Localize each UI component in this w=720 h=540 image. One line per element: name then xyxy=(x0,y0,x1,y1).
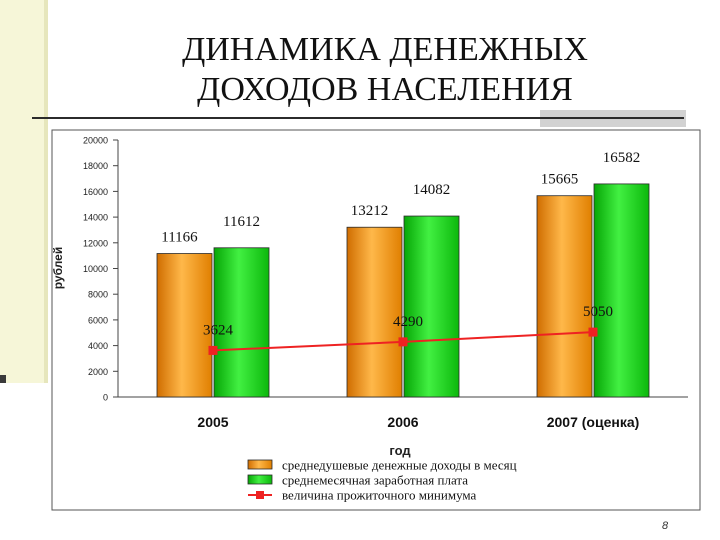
slide-title-line-1: ДИНАМИКА ДЕНЕЖНЫХ xyxy=(182,31,588,68)
bar-wage xyxy=(213,247,270,398)
bar-wage xyxy=(403,215,460,398)
x-tick-label: 2007 (оценка) xyxy=(547,414,640,430)
legend-label: среднедушевые денежные доходы в месяц xyxy=(282,458,517,473)
y-tick-label: 8000 xyxy=(88,290,108,300)
slide-title-line-2: ДОХОДОВ НАСЕЛЕНИЯ xyxy=(197,71,573,108)
data-label-subsistence: 5050 xyxy=(583,304,613,320)
y-tick-label: 2000 xyxy=(88,367,108,377)
marker-subsistence xyxy=(588,327,598,337)
legend-swatch-wage xyxy=(247,474,273,485)
y-tick-label: 6000 xyxy=(88,315,108,325)
y-tick-label: 14000 xyxy=(83,213,108,223)
marker-subsistence xyxy=(398,337,408,347)
data-label-wage: 16582 xyxy=(603,150,641,166)
bar-income xyxy=(346,226,403,398)
y-axis-title: рублей xyxy=(51,247,65,289)
data-label-subsistence: 4290 xyxy=(393,314,423,330)
data-label-income: 13212 xyxy=(351,203,389,219)
data-label-wage: 11612 xyxy=(223,214,260,230)
data-label-income: 11166 xyxy=(161,230,198,246)
data-label-wage: 14082 xyxy=(413,182,451,198)
bar-income xyxy=(536,195,593,398)
marker-subsistence xyxy=(208,345,218,355)
slide-left-band xyxy=(0,0,48,383)
y-tick-label: 16000 xyxy=(83,187,108,197)
title-rule xyxy=(32,117,684,119)
y-tick-label: 0 xyxy=(103,393,108,403)
slide-left-band-edge xyxy=(44,0,48,383)
legend-marker-subsistence xyxy=(256,491,264,499)
page-number: 8 xyxy=(662,520,669,532)
y-tick-label: 12000 xyxy=(83,238,108,248)
bar-income xyxy=(156,253,213,398)
x-axis-title: год xyxy=(389,443,411,458)
y-tick-label: 4000 xyxy=(88,341,108,351)
data-label-subsistence: 3624 xyxy=(203,322,234,338)
legend-label: величина прожиточного минимума xyxy=(282,488,477,503)
bar-wage xyxy=(593,183,650,398)
y-tick-label: 20000 xyxy=(83,136,108,146)
legend-label: среднемесячная заработная плата xyxy=(282,473,468,488)
slide-title: ДИНАМИКА ДЕНЕЖНЫХ ДОХОДОВ НАСЕЛЕНИЯ xyxy=(60,30,710,110)
legend-swatch-income xyxy=(247,459,273,470)
y-tick-label: 10000 xyxy=(83,264,108,274)
slide-left-mark xyxy=(0,375,6,383)
x-tick-label: 2005 xyxy=(197,414,228,430)
x-tick-label: 2006 xyxy=(387,414,418,430)
y-tick-label: 18000 xyxy=(83,161,108,171)
data-label-income: 15665 xyxy=(541,172,579,188)
